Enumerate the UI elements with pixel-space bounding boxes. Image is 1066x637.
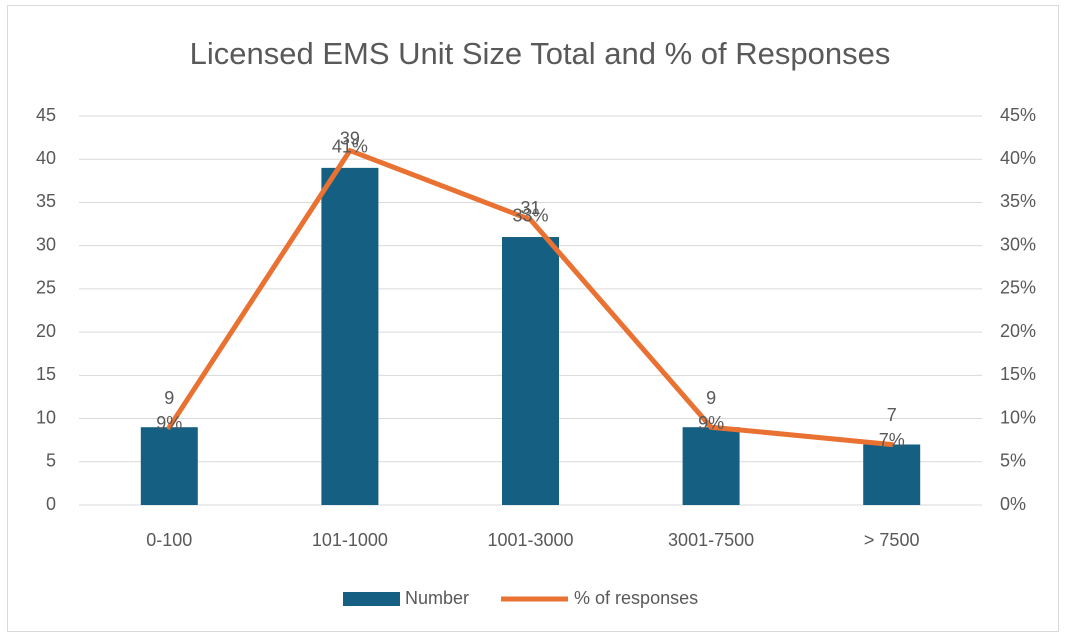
line-value-label: 33%	[512, 205, 548, 225]
line-value-label: 41%	[332, 136, 368, 156]
line-value-label: 7%	[879, 430, 905, 450]
y2-tick-label: 40%	[1000, 148, 1036, 168]
line-value-label: 9%	[156, 413, 182, 433]
y-tick-label: 30	[36, 234, 56, 254]
bar-value-label: 9	[706, 388, 716, 408]
legend-swatch	[343, 592, 400, 606]
bar	[502, 237, 559, 505]
y2-tick-label: 5%	[1000, 451, 1026, 471]
y-tick-label: 10	[36, 407, 56, 427]
x-tick-label: 0-100	[146, 530, 192, 550]
bar	[140, 427, 198, 505]
y-tick-label: 45	[36, 105, 56, 125]
y2-tick-label: 35%	[1000, 191, 1036, 211]
y2-tick-label: 20%	[1000, 321, 1036, 341]
y-tick-label: 20	[36, 321, 56, 341]
bar-value-label: 31	[520, 198, 540, 218]
x-tick-label: 101-1000	[312, 530, 388, 550]
y2-tick-label: 30%	[1000, 234, 1036, 254]
y-tick-label: 25	[36, 278, 56, 298]
y-tick-label: 0	[46, 494, 56, 514]
chart-title: Licensed EMS Unit Size Total and % of Re…	[190, 36, 891, 71]
x-tick-label: > 7500	[864, 530, 920, 550]
y2-tick-label: 25%	[1000, 278, 1036, 298]
bar	[321, 167, 379, 505]
y2-tick-label: 10%	[1000, 407, 1036, 427]
line-value-label: 9%	[698, 413, 724, 433]
line	[166, 148, 895, 447]
y-tick-label: 35	[36, 191, 56, 211]
y2-tick-label: 15%	[1000, 364, 1036, 384]
bar	[863, 444, 921, 505]
bar	[682, 427, 740, 505]
bar-value-label: 9	[164, 388, 174, 408]
legend-label: Number	[405, 588, 469, 608]
y2-tick-label: 45%	[1000, 105, 1036, 125]
x-tick-label: 3001-7500	[668, 530, 754, 550]
bar-value-label: 7	[887, 405, 897, 425]
y-tick-label: 40	[36, 148, 56, 168]
legend-label: % of responses	[574, 588, 698, 608]
x-tick-label: 1001-3000	[487, 530, 573, 550]
bar-value-label: 39	[340, 129, 360, 149]
y-tick-label: 5	[46, 451, 56, 471]
y2-tick-label: 0%	[1000, 494, 1026, 514]
y-tick-label: 15	[36, 364, 56, 384]
